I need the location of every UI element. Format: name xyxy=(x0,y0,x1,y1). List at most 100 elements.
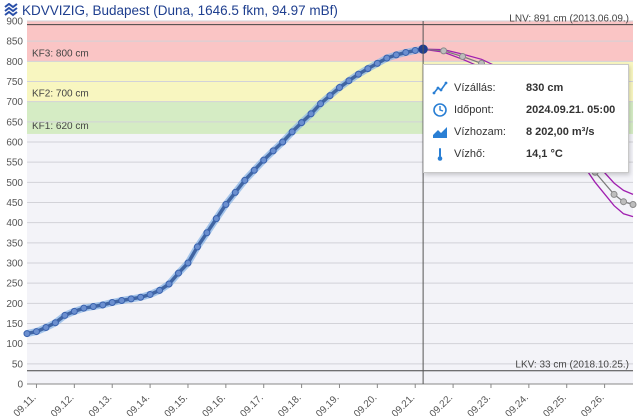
forecast-point xyxy=(629,201,637,209)
chart-title: KDVVIZIG, Budapest (Duna, 1646.5 fkm, 94… xyxy=(22,3,338,18)
y-tick-label: 900 xyxy=(6,17,23,28)
observed-series xyxy=(23,44,428,338)
observed-point xyxy=(241,176,249,184)
thermometer-icon xyxy=(437,148,443,161)
x-tick-label: 09.24. xyxy=(504,392,531,416)
y-tick-label: 200 xyxy=(6,299,23,310)
observed-point xyxy=(364,65,372,73)
y-tick-label: 400 xyxy=(6,218,23,229)
observed-point xyxy=(51,319,59,327)
tooltip-row-discharge: Vízhozam: 8 202,00 m³/s xyxy=(424,123,630,145)
x-tick-label: 09.15. xyxy=(163,392,190,416)
forecast-point xyxy=(620,198,628,206)
observed-point xyxy=(70,307,78,315)
x-tick-label: 09.16. xyxy=(201,392,228,416)
y-axis: 0 50 100 150 200 250 300 350 400 450 500 550 600 650 7… xyxy=(6,17,23,391)
observed-point xyxy=(203,229,211,237)
x-tick-label: 09.18. xyxy=(276,392,303,416)
y-tick-label: 100 xyxy=(6,339,23,350)
y-tick-label: 250 xyxy=(6,279,23,290)
reference-lines: LNV: 891 cm (2013.06.09.) LKV: 33 cm (201… xyxy=(27,14,633,372)
tooltip-label: Vízhő: xyxy=(454,148,486,160)
y-tick-label: 450 xyxy=(6,198,23,209)
tooltip-value: 14,1 °C xyxy=(526,148,563,160)
tooltip-value: 830 cm xyxy=(526,82,564,94)
y-tick-label: 500 xyxy=(6,178,23,189)
discharge-icon xyxy=(433,127,447,138)
tooltip-value: 2024.09.21. 05:00 xyxy=(526,104,616,116)
tooltip-label: Vízállás: xyxy=(454,82,496,94)
x-tick-label: 09.14. xyxy=(125,392,152,416)
y-tick-label: 700 xyxy=(6,97,23,108)
alert-band-label: KF3: 800 cm xyxy=(32,48,89,59)
reference-line-label: LKV: 33 cm (2018.10.25.) xyxy=(515,360,629,371)
x-axis: 09.11. 09.12. 09.13. 09.14. 09.15. 09.16. 09.1… xyxy=(12,383,633,416)
observed-point xyxy=(250,166,258,174)
observed-point xyxy=(127,295,135,303)
forecast-point xyxy=(440,47,448,55)
observed-point xyxy=(42,324,50,332)
observed-point xyxy=(165,280,173,288)
observed-point xyxy=(108,299,116,307)
x-tick-label: 09.11. xyxy=(12,392,39,416)
tooltip-row-time: Időpont: 2024.09.21. 05:00 xyxy=(424,101,630,123)
observed-point xyxy=(184,259,192,267)
y-tick-label: 750 xyxy=(6,77,23,88)
alert-band-label: KF1: 620 cm xyxy=(32,121,89,132)
observed-point xyxy=(345,77,353,85)
reference-line-label: LNV: 891 cm (2013.06.09.) xyxy=(509,14,629,25)
observed-point xyxy=(99,301,107,309)
observed-point xyxy=(80,304,88,312)
observed-point xyxy=(335,84,343,92)
observed-point xyxy=(298,119,306,127)
y-tick-label: 850 xyxy=(6,37,23,48)
observed-point xyxy=(373,59,381,67)
tooltip-row-level: Vízállás: 830 cm xyxy=(424,79,630,101)
y-tick-label: 650 xyxy=(6,117,23,128)
y-tick-label: 50 xyxy=(12,359,24,370)
observed-point xyxy=(175,269,182,277)
tooltip-label: Időpont: xyxy=(454,104,494,116)
data-tooltip: Vízállás: 830 cm Időpont: 2024.09.21. 05… xyxy=(423,64,629,173)
observed-point xyxy=(32,328,40,336)
y-tick-label: 0 xyxy=(17,380,23,391)
y-tick-label: 600 xyxy=(6,138,23,149)
chart-header: KDVVIZIG, Budapest (Duna, 1646.5 fkm, 94… xyxy=(0,0,640,22)
y-tick-label: 800 xyxy=(6,57,23,68)
x-tick-label: 09.20. xyxy=(352,392,379,416)
x-tick-label: 09.22. xyxy=(428,392,455,416)
observed-point xyxy=(193,243,201,251)
alert-band-label: KF2: 700 cm xyxy=(32,89,89,100)
observed-point xyxy=(222,201,230,209)
observed-point xyxy=(118,297,126,305)
level-trend-icon xyxy=(432,81,448,95)
y-tick-label: 550 xyxy=(6,158,23,169)
forecast-point xyxy=(459,52,467,60)
x-tick-label: 09.13. xyxy=(87,392,114,416)
observed-point xyxy=(279,138,287,146)
tooltip-value: 8 202,00 m³/s xyxy=(526,126,595,138)
observed-point xyxy=(61,311,69,319)
tooltip-label: Vízhozam: xyxy=(454,126,506,138)
observed-point xyxy=(137,293,145,301)
clock-icon xyxy=(433,103,447,117)
observed-point xyxy=(231,188,239,196)
x-tick-label: 09.26. xyxy=(579,392,606,416)
observed-point xyxy=(326,92,334,100)
y-tick-label: 300 xyxy=(6,259,23,270)
x-tick-label: 09.21. xyxy=(390,392,417,416)
forecast-point xyxy=(610,190,618,198)
x-tick-label: 09.25. xyxy=(541,392,568,416)
x-tick-label: 09.19. xyxy=(314,392,341,416)
observed-point xyxy=(383,54,391,62)
observed-point xyxy=(23,330,31,338)
x-tick-label: 09.12. xyxy=(49,392,76,416)
observed-point xyxy=(260,156,268,164)
observed-point xyxy=(288,128,296,136)
x-tick-label: 09.23. xyxy=(466,392,493,416)
observed-point xyxy=(269,147,277,155)
y-tick-label: 150 xyxy=(6,319,23,330)
observed-point xyxy=(89,303,97,311)
observed-point xyxy=(146,290,154,298)
